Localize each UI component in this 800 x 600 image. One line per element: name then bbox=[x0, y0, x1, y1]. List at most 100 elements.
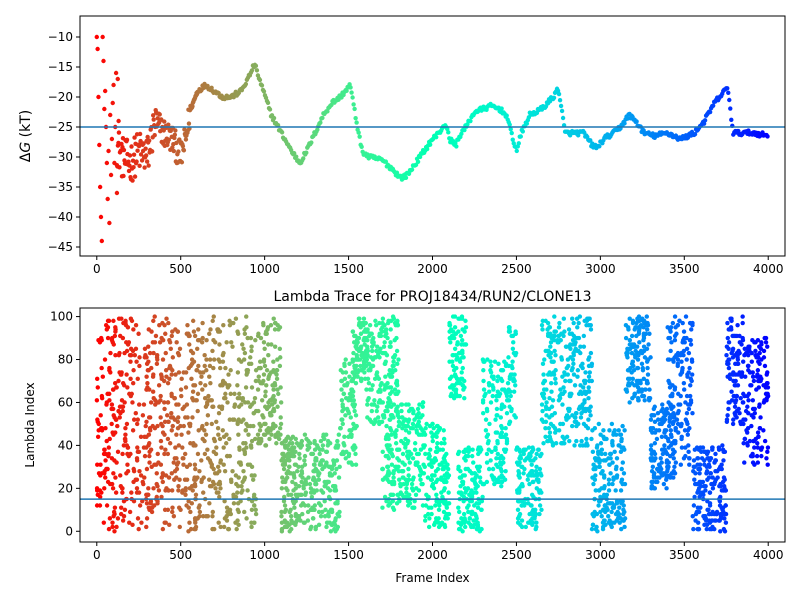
lambda-point bbox=[208, 380, 213, 386]
lambda-point bbox=[110, 387, 116, 392]
lambda-point bbox=[707, 490, 713, 495]
lambda-point bbox=[637, 340, 642, 345]
lambda-point bbox=[745, 404, 750, 409]
lambda-point bbox=[394, 348, 400, 354]
lambda-point bbox=[223, 391, 228, 397]
lambda-point bbox=[581, 333, 587, 339]
lambda-point bbox=[483, 428, 489, 433]
lambda-point bbox=[256, 331, 261, 336]
lambda-point bbox=[237, 445, 242, 450]
lambda-point bbox=[122, 350, 127, 356]
delta-g-point bbox=[301, 156, 306, 161]
lambda-point bbox=[452, 346, 458, 351]
lambda-point bbox=[168, 415, 174, 420]
lambda-point bbox=[409, 486, 415, 491]
lambda-point bbox=[568, 393, 573, 399]
lambda-point bbox=[174, 432, 179, 437]
lambda-point bbox=[612, 449, 617, 455]
lambda-point bbox=[118, 372, 123, 377]
lambda-point bbox=[288, 507, 293, 512]
lambda-point bbox=[168, 365, 173, 371]
lambda-point bbox=[627, 376, 633, 382]
lambda-point bbox=[400, 475, 405, 480]
lambda-point bbox=[275, 430, 281, 435]
lambda-point bbox=[659, 434, 665, 440]
lambda-point bbox=[627, 400, 632, 405]
lambda-point bbox=[686, 406, 692, 412]
delta-g-point bbox=[209, 85, 214, 90]
lambda-point bbox=[237, 391, 242, 397]
lambda-point bbox=[435, 477, 440, 482]
lambda-point bbox=[545, 320, 551, 326]
lambda-point bbox=[469, 511, 475, 517]
lambda-point bbox=[387, 501, 392, 506]
lambda-point bbox=[378, 389, 383, 394]
lambda-point bbox=[689, 327, 694, 332]
lambda-point bbox=[145, 492, 151, 497]
lambda-point bbox=[169, 488, 175, 493]
lambda-point bbox=[244, 421, 249, 427]
lambda-point bbox=[175, 426, 181, 431]
lambda-point bbox=[304, 481, 309, 487]
lambda-point bbox=[607, 451, 613, 457]
lambda-point bbox=[635, 365, 640, 371]
lambda-point bbox=[519, 524, 525, 530]
lambda-point bbox=[136, 402, 142, 407]
lambda-point bbox=[291, 520, 297, 525]
lambda-point bbox=[202, 451, 208, 457]
lambda-x-tick-label: 500 bbox=[169, 548, 192, 562]
delta-g-point bbox=[116, 130, 122, 135]
lambda-point bbox=[281, 466, 287, 472]
lambda-point bbox=[199, 426, 205, 431]
lambda-point bbox=[160, 357, 166, 362]
lambda-point bbox=[459, 370, 464, 375]
lambda-point bbox=[107, 516, 113, 521]
lambda-point bbox=[673, 325, 678, 330]
lambda-point bbox=[637, 325, 643, 330]
lambda-point bbox=[546, 348, 551, 354]
lambda-point bbox=[127, 509, 133, 515]
lambda-point bbox=[725, 374, 730, 379]
lambda-point bbox=[755, 441, 760, 446]
lambda-point bbox=[118, 483, 123, 489]
lambda-point bbox=[534, 486, 539, 491]
lambda-point bbox=[523, 524, 529, 530]
lambda-point bbox=[261, 372, 267, 377]
lambda-point bbox=[463, 318, 468, 324]
lambda-point bbox=[568, 346, 573, 351]
lambda-point bbox=[493, 417, 498, 422]
lambda-point bbox=[588, 327, 594, 332]
lambda-point bbox=[684, 410, 690, 416]
lambda-point bbox=[180, 406, 185, 412]
lambda-point bbox=[606, 488, 612, 493]
lambda-point bbox=[632, 353, 638, 358]
lambda-point bbox=[393, 322, 398, 328]
delta-g-point bbox=[130, 178, 135, 183]
lambda-point bbox=[396, 415, 402, 420]
lambda-point bbox=[185, 415, 190, 420]
lambda-point bbox=[303, 477, 308, 482]
lambda-point bbox=[165, 400, 171, 405]
delta-g-point bbox=[115, 76, 120, 82]
lambda-point bbox=[405, 438, 411, 444]
lambda-point bbox=[570, 357, 576, 362]
lambda-point bbox=[549, 404, 555, 409]
lambda-point bbox=[249, 344, 254, 349]
lambda-point bbox=[528, 503, 534, 508]
lambda-point bbox=[708, 456, 713, 461]
delta-g-point bbox=[157, 112, 162, 117]
delta-g-point bbox=[304, 150, 309, 155]
lambda-point bbox=[534, 520, 539, 525]
lambda-point bbox=[238, 499, 243, 504]
lambda-point bbox=[393, 432, 398, 437]
lambda-point bbox=[509, 363, 514, 369]
delta-g-point bbox=[146, 138, 152, 143]
lambda-point bbox=[537, 511, 542, 517]
lambda-point bbox=[706, 462, 712, 467]
lambda-point bbox=[511, 376, 516, 382]
lambda-point bbox=[131, 327, 136, 332]
lambda-point bbox=[271, 316, 276, 321]
lambda-point bbox=[622, 524, 627, 530]
lambda-point bbox=[415, 406, 421, 412]
lambda-point bbox=[350, 329, 356, 334]
